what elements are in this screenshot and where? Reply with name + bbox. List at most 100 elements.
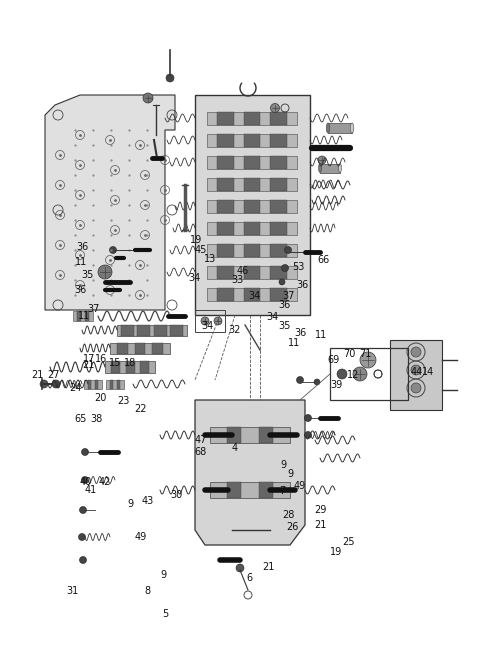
Text: 37: 37 <box>87 304 100 314</box>
Bar <box>125 361 134 373</box>
Text: 45: 45 <box>194 245 207 255</box>
Bar <box>217 265 234 278</box>
Circle shape <box>411 383 421 393</box>
Bar <box>105 361 155 373</box>
Bar <box>244 221 260 234</box>
Circle shape <box>411 347 421 357</box>
Bar <box>227 482 241 498</box>
Bar <box>110 379 113 388</box>
Ellipse shape <box>319 164 322 172</box>
Bar <box>207 178 297 191</box>
Text: 34: 34 <box>266 312 279 322</box>
Bar <box>207 111 297 124</box>
Bar <box>244 244 260 257</box>
Bar <box>227 427 241 443</box>
Text: 9: 9 <box>280 460 286 470</box>
Bar <box>320 164 340 172</box>
Text: 49: 49 <box>134 532 147 542</box>
Bar <box>217 288 234 301</box>
Bar <box>134 343 145 354</box>
Bar <box>217 178 234 191</box>
Text: 46: 46 <box>236 266 249 276</box>
Text: 21: 21 <box>83 360 95 371</box>
Text: 36: 36 <box>76 242 89 252</box>
Text: 37: 37 <box>283 291 295 301</box>
Text: 21: 21 <box>31 369 44 380</box>
Text: 34: 34 <box>201 321 214 331</box>
Text: 9: 9 <box>128 499 133 510</box>
Bar <box>217 155 234 168</box>
Text: 13: 13 <box>204 253 216 264</box>
Circle shape <box>201 317 209 325</box>
Bar <box>106 379 124 388</box>
Bar <box>117 379 120 388</box>
Bar <box>207 265 297 278</box>
Bar <box>270 221 287 234</box>
Text: 35: 35 <box>81 270 94 280</box>
Text: 12: 12 <box>347 369 359 380</box>
Text: 17: 17 <box>83 354 95 364</box>
Bar <box>117 343 128 354</box>
Circle shape <box>411 365 421 375</box>
Bar <box>244 288 260 301</box>
Text: 34: 34 <box>248 291 261 301</box>
Circle shape <box>360 352 376 368</box>
Bar <box>244 155 260 168</box>
Text: 68: 68 <box>194 447 207 457</box>
Bar <box>330 348 408 400</box>
Text: 42: 42 <box>98 477 111 487</box>
Bar <box>77 311 81 321</box>
Bar <box>195 95 310 315</box>
Bar <box>110 343 170 354</box>
Text: 31: 31 <box>66 586 78 596</box>
Circle shape <box>337 369 347 379</box>
Circle shape <box>166 74 174 82</box>
Text: 32: 32 <box>228 325 240 335</box>
Bar <box>210 482 290 498</box>
Text: 66: 66 <box>318 255 330 265</box>
Text: 28: 28 <box>282 510 294 520</box>
Circle shape <box>82 449 88 455</box>
Text: 9: 9 <box>160 570 166 580</box>
Text: 65: 65 <box>74 414 87 424</box>
Text: 36: 36 <box>296 280 309 290</box>
Bar <box>270 244 287 257</box>
Bar <box>85 311 89 321</box>
Bar <box>207 200 297 212</box>
Bar <box>117 324 187 335</box>
Text: 26: 26 <box>287 522 299 533</box>
Text: 5: 5 <box>162 609 169 620</box>
Bar <box>207 221 297 234</box>
Text: 11: 11 <box>74 257 87 267</box>
Text: 8: 8 <box>145 586 151 596</box>
Bar <box>84 379 102 388</box>
Text: 19: 19 <box>330 547 342 557</box>
Text: 35: 35 <box>278 321 290 331</box>
Text: 70: 70 <box>343 348 356 359</box>
Circle shape <box>82 476 88 483</box>
Text: 15: 15 <box>109 358 121 368</box>
Text: 7: 7 <box>279 486 286 496</box>
Bar <box>217 244 234 257</box>
Bar <box>217 200 234 212</box>
Bar <box>270 134 287 147</box>
Ellipse shape <box>326 123 330 133</box>
Circle shape <box>52 380 60 388</box>
Circle shape <box>279 279 285 285</box>
Text: 44: 44 <box>410 367 423 377</box>
Polygon shape <box>195 400 305 545</box>
Text: 18: 18 <box>124 358 137 368</box>
Text: 22: 22 <box>134 404 146 415</box>
Bar <box>207 288 297 301</box>
Circle shape <box>353 367 367 381</box>
Bar <box>270 178 287 191</box>
Circle shape <box>318 156 326 164</box>
Polygon shape <box>45 95 175 310</box>
Text: 36: 36 <box>74 284 87 295</box>
Text: 21: 21 <box>263 562 275 572</box>
Text: 69: 69 <box>327 355 340 365</box>
Bar <box>217 221 234 234</box>
Circle shape <box>214 317 222 325</box>
Bar <box>154 324 167 335</box>
Text: 25: 25 <box>342 536 355 547</box>
